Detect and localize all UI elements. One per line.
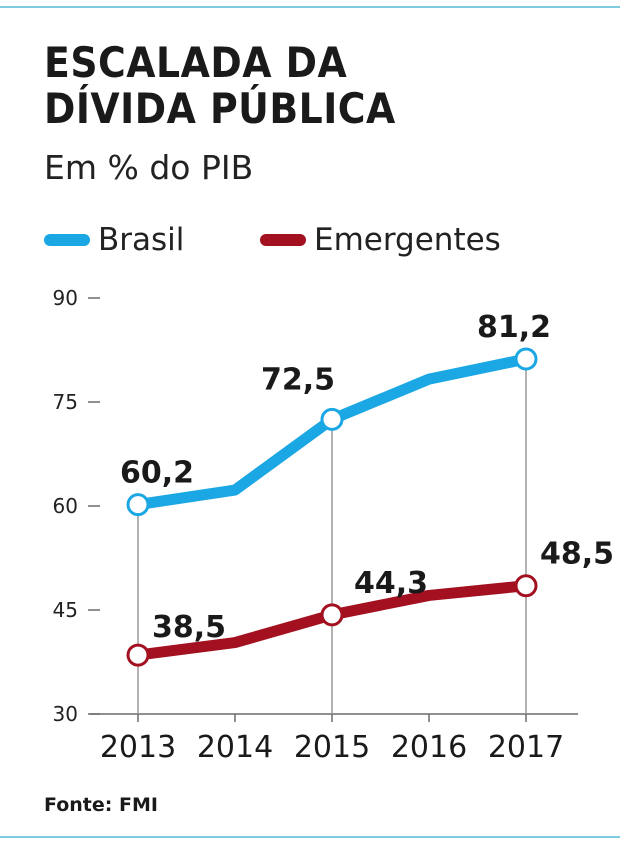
data-point-brasil (126, 493, 150, 517)
x-tick-label: 2016 (391, 730, 467, 765)
y-tick-label: 45 (53, 598, 78, 622)
x-tick-label: 2014 (197, 730, 273, 765)
data-label-emergentes: 44,3 (354, 566, 428, 601)
x-tick-label: 2015 (294, 730, 370, 765)
source-note: Fonte: FMI (44, 794, 158, 816)
legend-label-brasil: Brasil (98, 222, 185, 258)
legend: Brasil Emergentes (44, 218, 604, 262)
data-label-brasil: 72,5 (261, 362, 335, 397)
y-tick-label: 60 (53, 494, 78, 518)
data-point-emergentes (320, 603, 344, 627)
data-label-brasil: 81,2 (477, 310, 551, 345)
x-tick-label: 2017 (488, 730, 564, 765)
line-chart: 30 45 60 75 90 2013 2014 2015 2016 2017 60,2 72,5 81… (53, 286, 614, 765)
data-label-emergentes: 38,5 (152, 610, 226, 645)
y-tick-label: 90 (53, 286, 78, 310)
x-tick-label: 2013 (100, 730, 176, 765)
top-rule (0, 6, 620, 8)
legend-item-brasil: Brasil (44, 218, 184, 262)
legend-swatch-brasil (44, 234, 90, 246)
data-label-emergentes: 48,5 (540, 537, 614, 572)
chart-subtitle: Em % do PIB (44, 148, 254, 187)
legend-label-emergentes: Emergentes (314, 222, 501, 258)
data-point-emergentes (126, 643, 150, 667)
chart-title: ESCALADA DA DÍVIDA PÚBLICA (44, 40, 564, 132)
title-line-2: DÍVIDA PÚBLICA (44, 84, 396, 133)
data-point-brasil (514, 347, 538, 371)
legend-swatch-emergentes (260, 234, 306, 246)
data-point-emergentes (514, 574, 538, 598)
title-line-1: ESCALADA DA (44, 38, 348, 87)
legend-item-emergentes: Emergentes (260, 218, 501, 262)
y-tick-label: 30 (53, 702, 78, 726)
data-point-brasil (320, 407, 344, 431)
y-tick-label: 75 (53, 390, 78, 414)
data-label-brasil: 60,2 (120, 456, 194, 491)
bottom-rule (0, 836, 620, 838)
